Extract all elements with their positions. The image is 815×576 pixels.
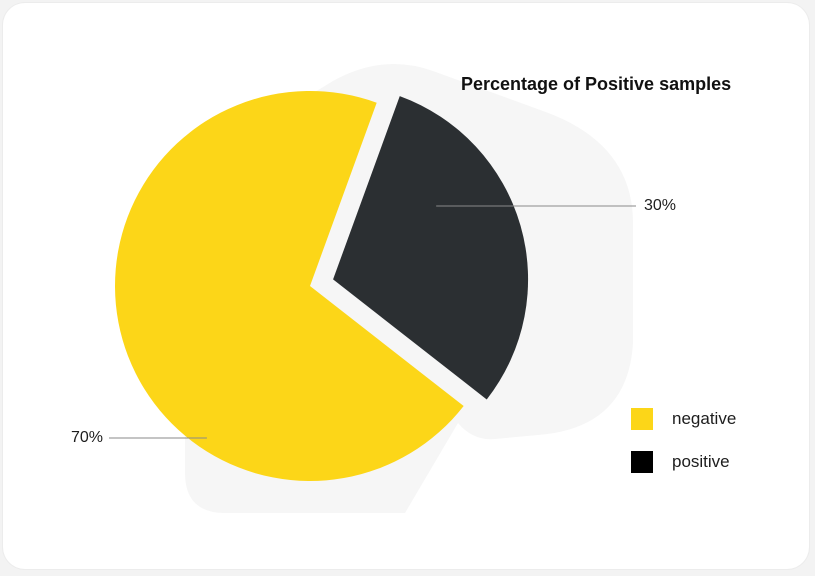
legend-swatch-negative: [631, 408, 653, 430]
legend-label-negative: negative: [672, 409, 737, 428]
chart-title: Percentage of Positive samples: [461, 74, 732, 94]
pie-slice-negative: [115, 91, 464, 482]
legend-swatch-positive: [631, 451, 653, 473]
data-label-negative: 70%: [71, 429, 104, 446]
pie-slice-positive: [333, 96, 529, 400]
data-label-positive: 30%: [644, 197, 677, 214]
legend-label-positive: positive: [672, 452, 730, 471]
chart-card: Percentage of Positive samples 30% 70% n…: [3, 3, 809, 569]
pie-chart: [109, 63, 636, 514]
